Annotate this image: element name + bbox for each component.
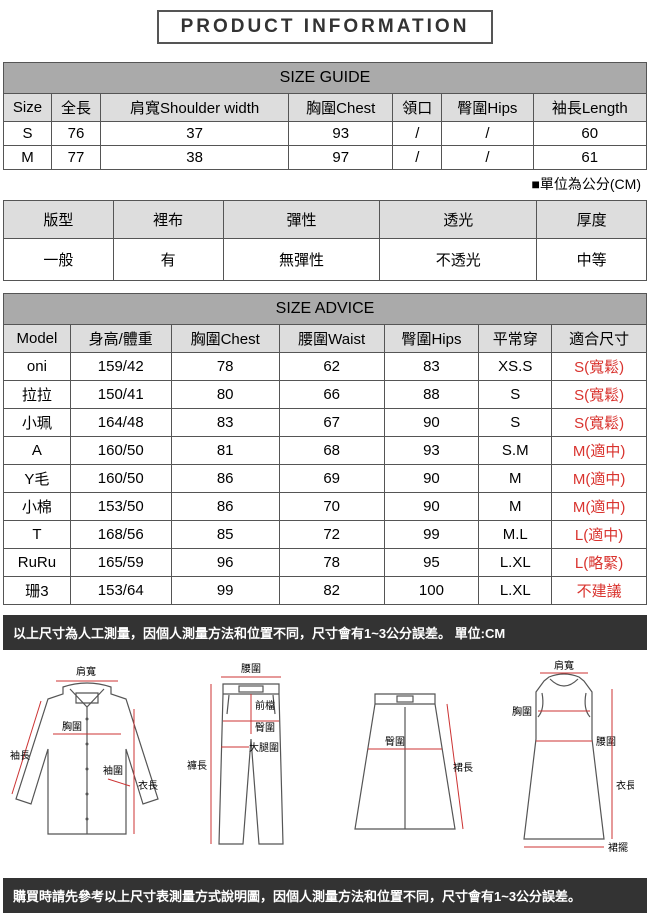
- table-row: 拉拉150/41806688SS(寬鬆): [4, 381, 647, 409]
- size-guide-header: SIZE GUIDE: [4, 63, 647, 94]
- table-row: oni159/42786283XS.SS(寬鬆): [4, 353, 647, 381]
- fit-cell: S(寬鬆): [552, 381, 647, 409]
- cuff-label: 袖圍: [103, 764, 123, 777]
- chest-label: 胸圍: [62, 720, 82, 733]
- table-header: 腰圍Waist: [279, 325, 384, 353]
- diagram-top-note: 以上尺寸為人工測量，因個人測量方法和位置不同，尺寸會有1~3公分誤差。 單位:C…: [3, 615, 647, 650]
- table-header: 彈性: [223, 201, 380, 239]
- table-header: 臀圍Hips: [442, 94, 533, 122]
- hem-label: 裙擺: [608, 841, 628, 854]
- table-row: 珊3153/649982100L.XL不建議: [4, 577, 647, 605]
- fit-cell: L(適中): [552, 521, 647, 549]
- table-row: 小棉153/50867090MM(適中): [4, 493, 647, 521]
- table-row: 小珮164/48836790SS(寬鬆): [4, 409, 647, 437]
- pants-diagram: 腰圍 前檔 臀圍 大腿圍 褲長: [166, 658, 325, 860]
- fit-cell: S(寬鬆): [552, 409, 647, 437]
- dress-length-label: 衣長: [616, 779, 634, 792]
- length-label: 衣長: [138, 779, 158, 792]
- table-header: 厚度: [537, 201, 647, 239]
- waist-label: 腰圍: [241, 663, 261, 675]
- skirtlen-label: 裙長: [453, 761, 473, 774]
- hip-label: 臀圍: [255, 722, 275, 734]
- table-header: 肩寬Shoulder width: [101, 94, 289, 122]
- fit-cell: S(寬鬆): [552, 353, 647, 381]
- pantlen-label: 褲長: [187, 759, 207, 772]
- page-title: PRODUCT INFORMATION: [157, 10, 494, 44]
- table-row: A160/50816893S.MM(適中): [4, 437, 647, 465]
- dress-diagram: 肩寬 胸圍 腰圍 衣長 裙擺: [484, 658, 643, 860]
- table-header: Size: [4, 94, 52, 122]
- fit-cell: M(適中): [552, 493, 647, 521]
- table-header: 平常穿: [479, 325, 552, 353]
- table-header: 胸圍Chest: [171, 325, 279, 353]
- size-advice-table: SIZE ADVICE Model身高/體重胸圍Chest腰圍Waist臀圍Hi…: [3, 293, 647, 605]
- thigh-label: 大腿圍: [249, 741, 279, 754]
- shirt-diagram: 肩寬 胸圍 袖長 袖圍 衣長: [7, 658, 166, 860]
- fit-cell: M(適中): [552, 437, 647, 465]
- dress-waist-label: 腰圍: [596, 736, 616, 748]
- table-header: Model: [4, 325, 71, 353]
- table-header: 適合尺寸: [552, 325, 647, 353]
- frontrise-label: 前檔: [255, 699, 275, 712]
- size-advice-header: SIZE ADVICE: [4, 294, 647, 325]
- table-header: 透光: [380, 201, 537, 239]
- shoulder-label: 肩寬: [76, 665, 96, 678]
- table-row: Y毛160/50866990MM(適中): [4, 465, 647, 493]
- table-header: 版型: [4, 201, 114, 239]
- skirthip-label: 臀圍: [385, 736, 405, 748]
- table-header: 身高/體重: [70, 325, 171, 353]
- table-header: 胸圍Chest: [289, 94, 393, 122]
- table-header: 裡布: [113, 201, 223, 239]
- table-header: 袖長Length: [533, 94, 646, 122]
- table-header: 全長: [51, 94, 100, 122]
- fit-cell: 不建議: [552, 577, 647, 605]
- dress-chest-label: 胸圍: [512, 705, 532, 718]
- measurement-diagram: 肩寬 胸圍 袖長 袖圍 衣長 腰圍 前檔 臀圍 大腿圍 褲長: [3, 650, 647, 868]
- fabric-table: 版型裡布彈性透光厚度 一般有無彈性不透光中等: [3, 200, 647, 281]
- unit-note: ■單位為公分(CM): [3, 172, 647, 200]
- size-guide-table: SIZE GUIDE Size全長肩寬Shoulder width胸圍Chest…: [3, 62, 647, 170]
- table-row: T168/56857299M.LL(適中): [4, 521, 647, 549]
- table-header: 領口: [393, 94, 442, 122]
- diagram-bottom-note: 購買時請先參考以上尺寸表測量方式說明圖，因個人測量方法和位置不同，尺寸會有1~3…: [3, 878, 647, 913]
- skirt-diagram: 臀圍 裙長: [325, 658, 484, 860]
- sleeve-label: 袖長: [10, 749, 30, 762]
- fit-cell: M(適中): [552, 465, 647, 493]
- table-row: M773897//61: [4, 146, 647, 170]
- table-header: 臀圍Hips: [384, 325, 479, 353]
- dress-shoulder-label: 肩寬: [554, 659, 574, 672]
- table-row: S763793//60: [4, 122, 647, 146]
- fit-cell: L(略緊): [552, 549, 647, 577]
- table-row: RuRu165/59967895L.XLL(略緊): [4, 549, 647, 577]
